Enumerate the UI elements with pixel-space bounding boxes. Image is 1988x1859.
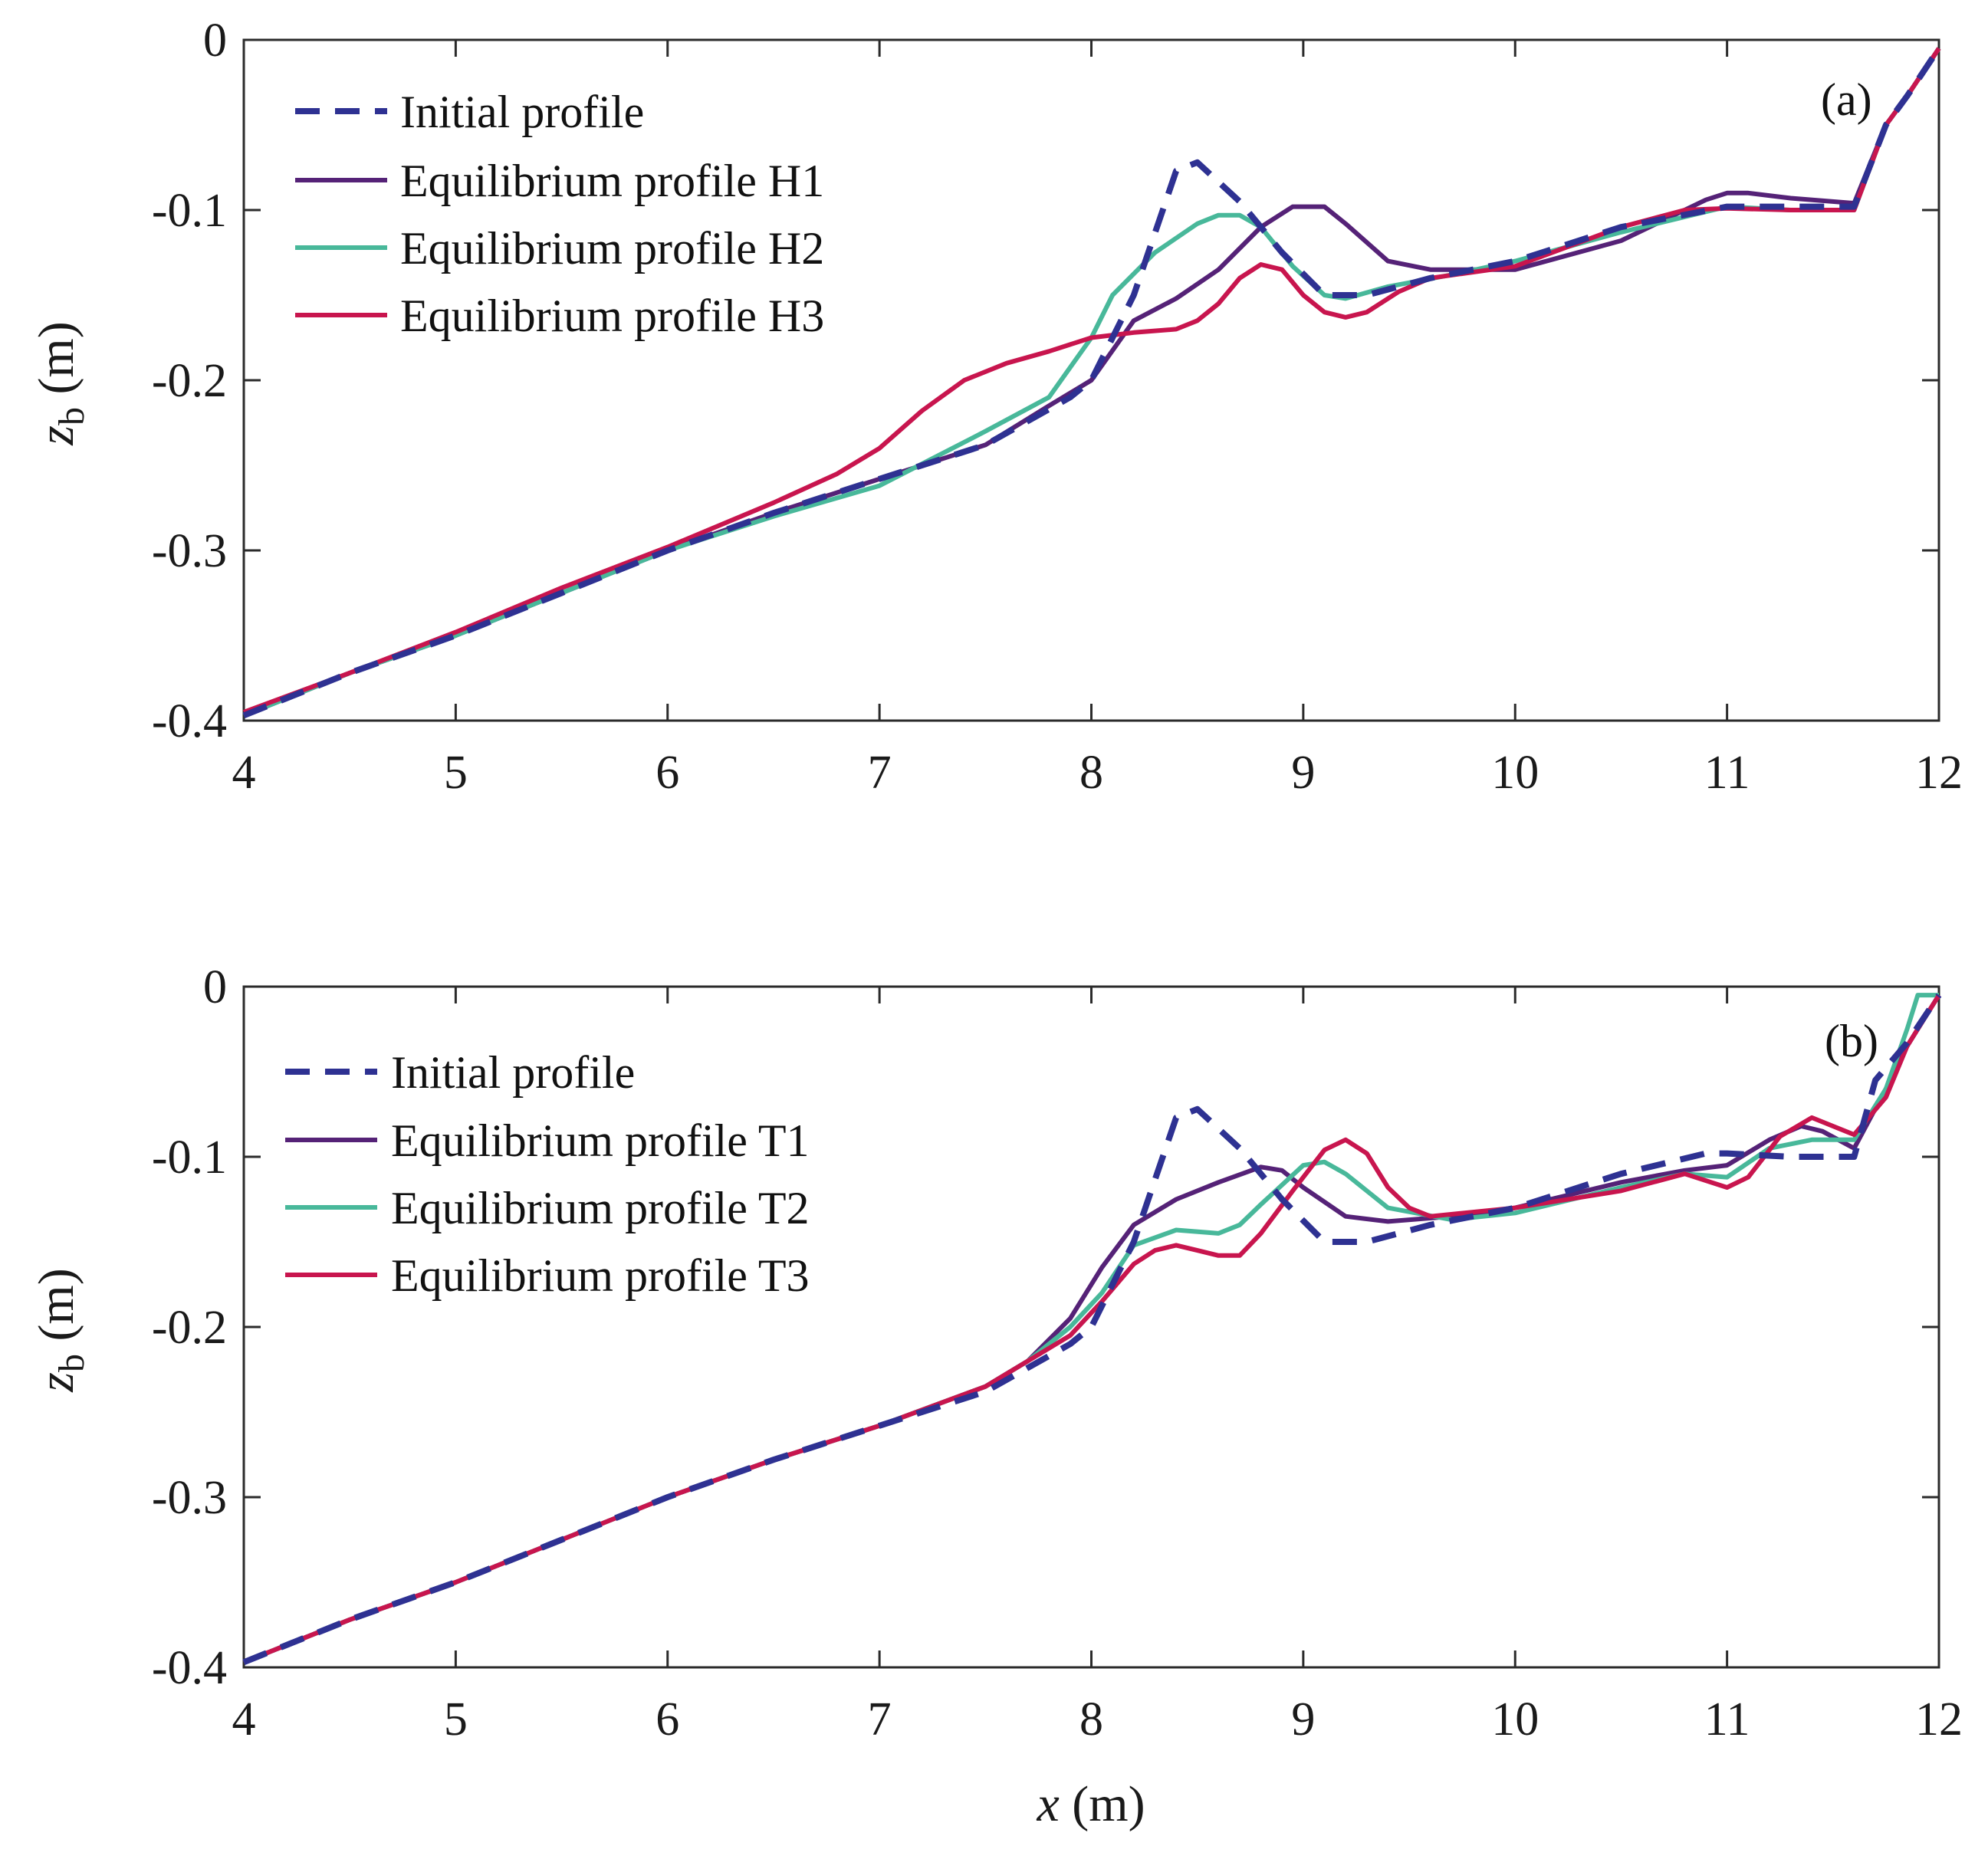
y-axis-label-b: zb (m) — [28, 1268, 92, 1392]
legend-a-label-h1: Equilibrium profile H1 — [400, 156, 824, 206]
panel-b: 4 5 6 7 8 9 10 11 12 0 -0.1 -0.2 -0.3 -0.4 Initial pr… — [28, 961, 1963, 1832]
legend-a-label-h3: Equilibrium profile H3 — [400, 291, 824, 341]
x-tick-label-a-3: 7 — [868, 747, 892, 799]
x-tick-label-b-7: 11 — [1704, 1693, 1750, 1746]
x-tick-label-b-8: 12 — [1915, 1693, 1963, 1746]
y-tick-label-a-3: -0.3 — [152, 525, 227, 577]
x-tick-label-b-4: 8 — [1079, 1693, 1103, 1746]
legend-a: Initial profile Equilibrium profile H1 E… — [295, 87, 824, 341]
y-tick-label-b-4: -0.4 — [152, 1642, 227, 1694]
x-tick-label-b-0: 4 — [232, 1693, 256, 1746]
x-tick-label-b-5: 9 — [1291, 1693, 1315, 1746]
legend-b-label-t1: Equilibrium profile T1 — [391, 1115, 809, 1166]
y-tick-label-b-1: -0.1 — [152, 1131, 227, 1184]
series-b — [242, 993, 1942, 1666]
y-tick-label-a-4: -0.4 — [152, 695, 227, 747]
series-line-b-0 — [242, 993, 1942, 1666]
x-tick-label-a-0: 4 — [232, 747, 256, 799]
x-tick-label-a-8: 12 — [1915, 747, 1963, 799]
legend-b: Initial profile Equilibrium profile T1 E… — [285, 1047, 809, 1301]
x-tick-label-b-1: 5 — [444, 1693, 468, 1746]
y-axis-label-a: zb (m) — [28, 321, 92, 445]
legend-b-label-t3: Equilibrium profile T3 — [391, 1250, 809, 1301]
x-tick-label-b-2: 6 — [656, 1693, 679, 1746]
y-tick-label-b-0: 0 — [203, 961, 227, 1013]
legend-b-label-t2: Equilibrium profile T2 — [391, 1183, 809, 1233]
legend-a-label-initial: Initial profile — [400, 87, 644, 137]
ticks-b: 4 5 6 7 8 9 10 11 12 0 -0.1 -0.2 -0.3 -0.4 — [152, 961, 1963, 1746]
x-tick-label-a-2: 6 — [656, 747, 679, 799]
series-a — [242, 46, 1942, 719]
x-tick-label-a-1: 5 — [444, 747, 468, 799]
y-tick-label-a-1: -0.1 — [152, 185, 227, 237]
y-tick-label-b-3: -0.3 — [152, 1472, 227, 1524]
x-tick-label-a-7: 11 — [1704, 747, 1750, 799]
legend-b-label-initial: Initial profile — [391, 1047, 635, 1098]
x-tick-label-b-6: 10 — [1491, 1693, 1539, 1746]
ticks-a: 4 5 6 7 8 9 10 11 12 0 -0.1 -0.2 -0.3 -0.4 — [152, 15, 1963, 799]
series-line-a-0 — [242, 46, 1942, 719]
y-tick-label-a-2: -0.2 — [152, 355, 227, 407]
x-axis-label: x (m) — [1036, 1776, 1145, 1832]
panel-a: 4 5 6 7 8 9 10 11 12 0 -0.1 -0.2 -0.3 -0.4 Initial pr… — [28, 15, 1963, 799]
panel-label-b: (b) — [1825, 1016, 1878, 1066]
x-tick-label-b-3: 7 — [868, 1693, 892, 1746]
x-tick-label-a-6: 10 — [1491, 747, 1539, 799]
x-tick-label-a-4: 8 — [1079, 747, 1103, 799]
y-tick-label-b-2: -0.2 — [152, 1302, 227, 1354]
y-tick-label-a-0: 0 — [203, 15, 227, 67]
panel-label-a: (a) — [1821, 74, 1872, 125]
x-tick-label-a-5: 9 — [1291, 747, 1315, 799]
legend-a-label-h2: Equilibrium profile H2 — [400, 223, 824, 274]
series-line-a-1 — [242, 47, 1941, 718]
